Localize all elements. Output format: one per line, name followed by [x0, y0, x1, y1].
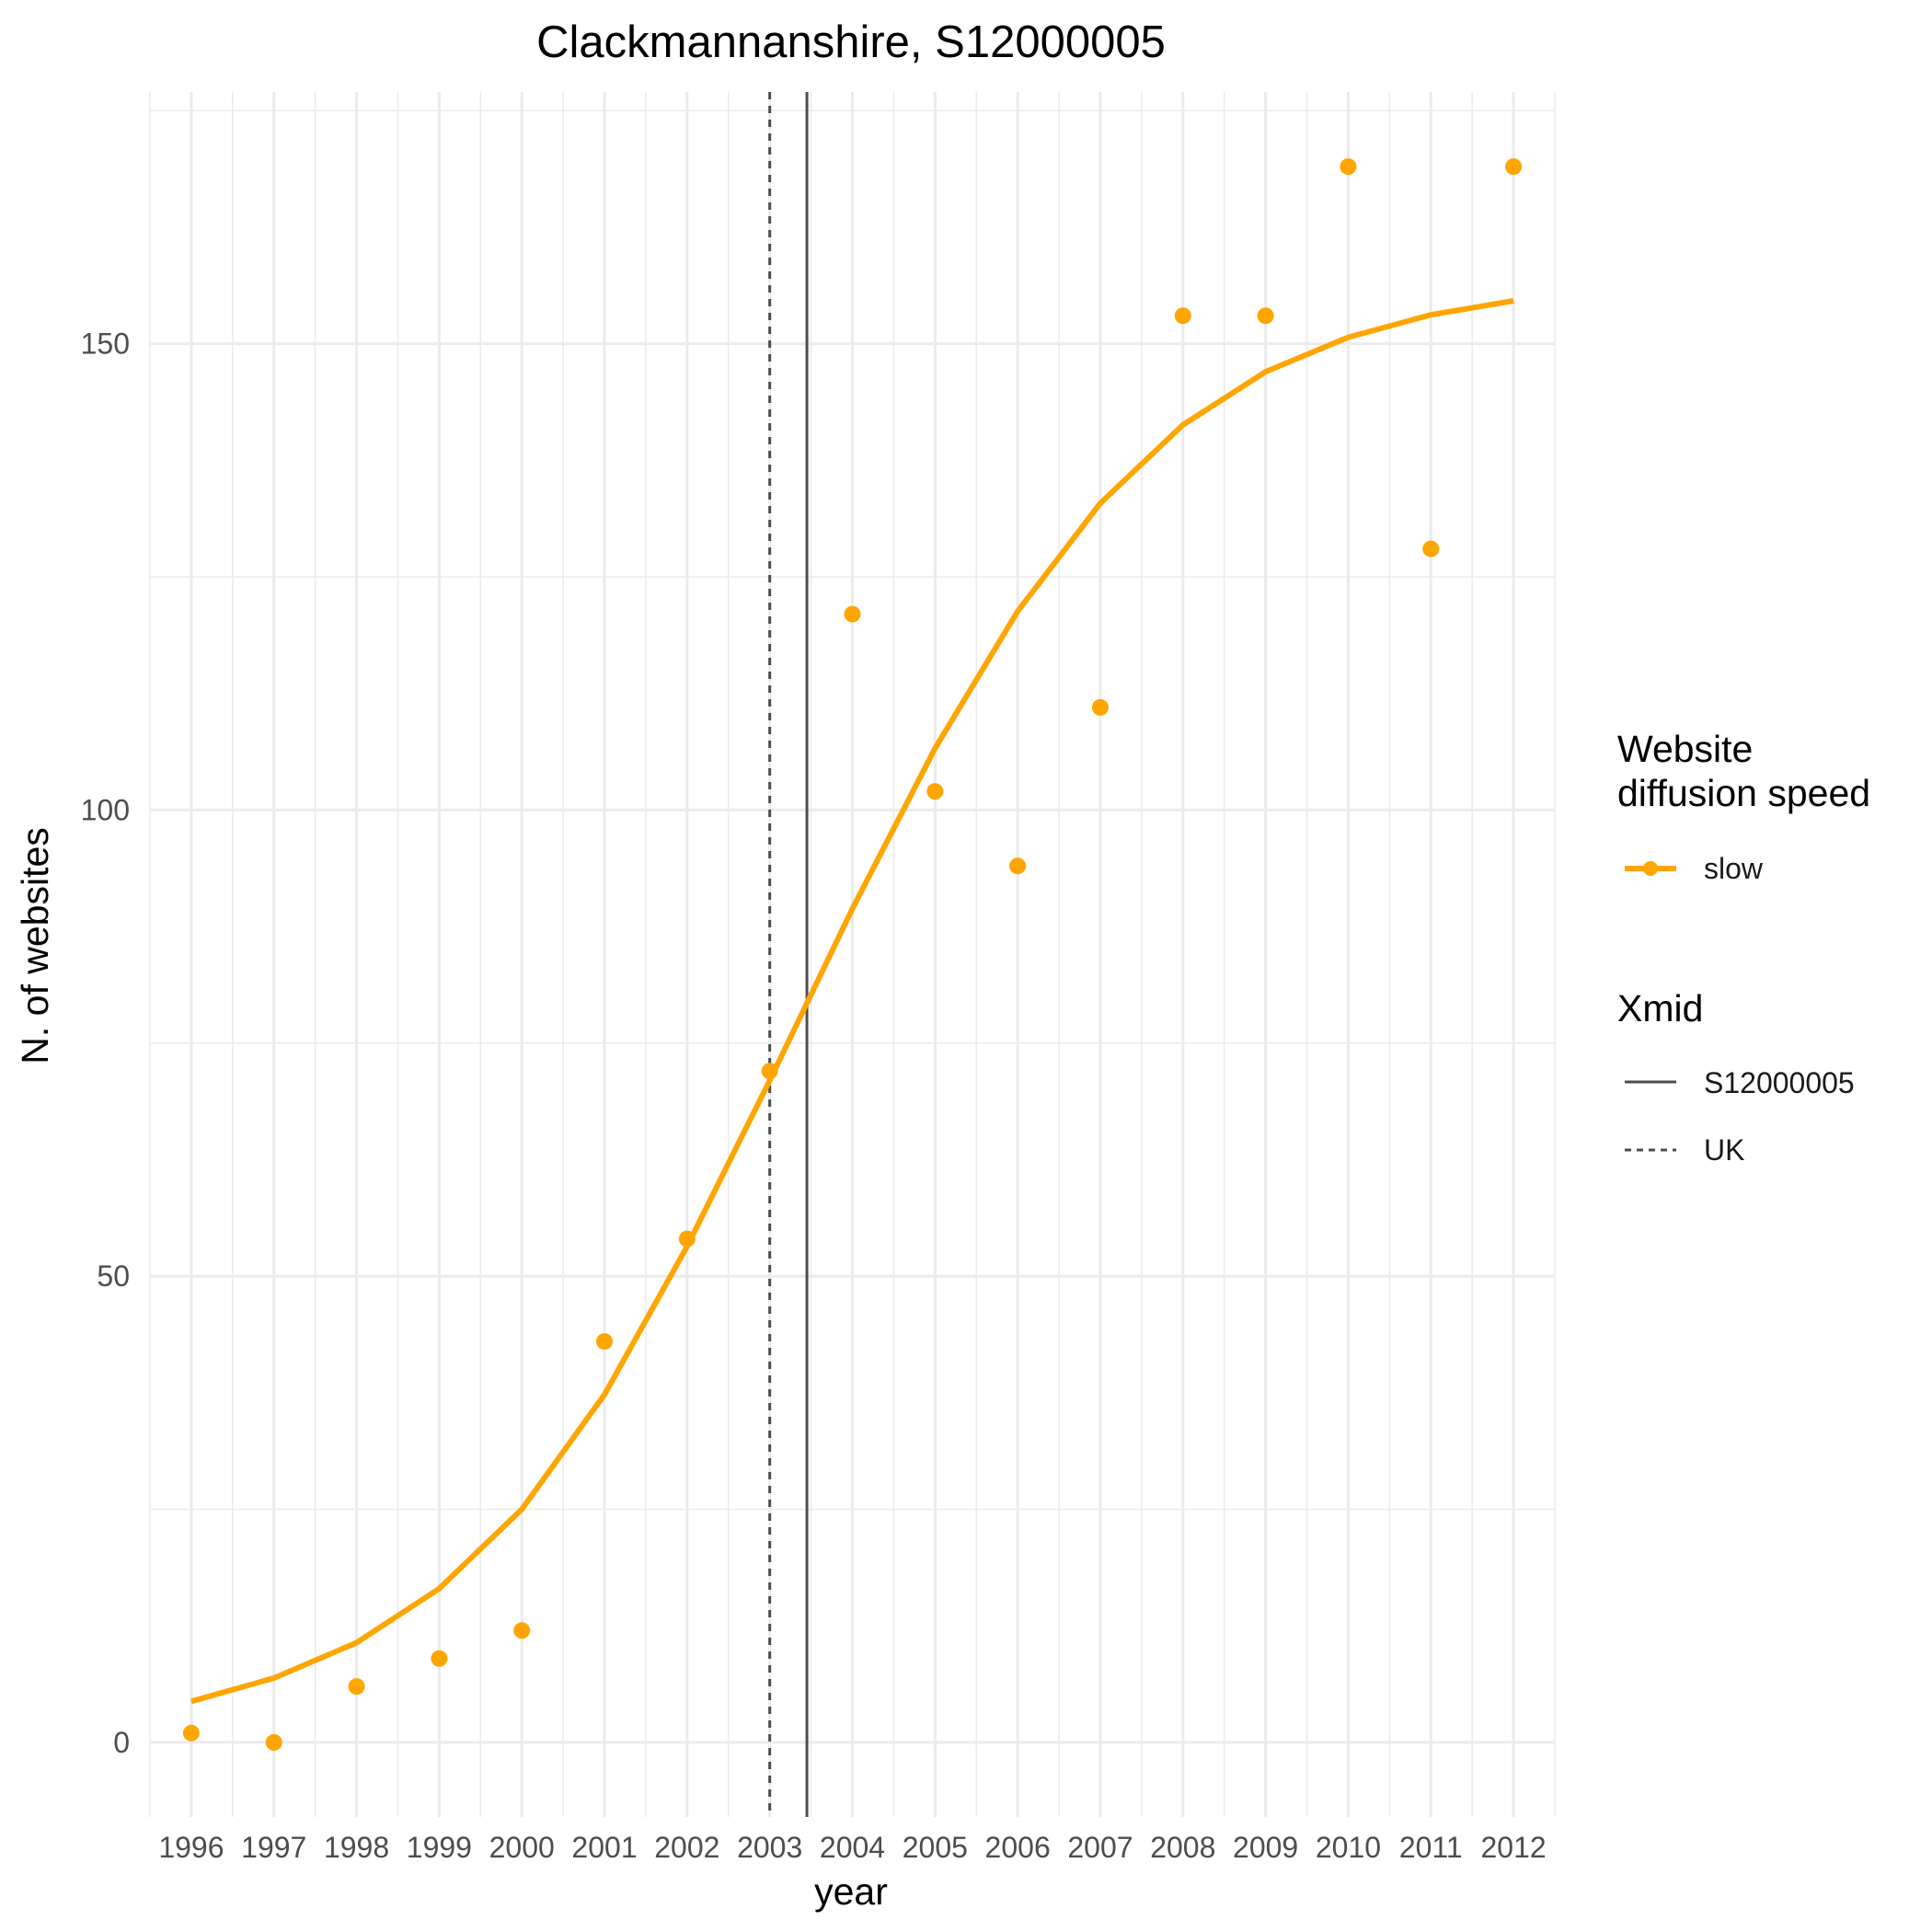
y-tick-label: 150 [81, 328, 130, 361]
y-tick-label: 100 [81, 793, 130, 826]
x-axis-title: year [814, 1870, 888, 1913]
legend-label-slow: slow [1704, 852, 1764, 885]
data-point-2012 [1505, 158, 1523, 176]
y-axis-title: N. of websites [14, 827, 56, 1064]
grid-minor [149, 92, 1556, 1817]
legend-xmid: Xmid S12000005 UK [1617, 987, 1855, 1167]
x-tick-label: 2000 [489, 1831, 555, 1864]
data-point-2002 [678, 1230, 696, 1248]
data-point-2006 [1009, 857, 1027, 875]
fitted-line-slow [190, 298, 1514, 1705]
x-tick-label: 2006 [985, 1831, 1051, 1864]
legend-title-line-1: Website [1617, 728, 1753, 770]
x-tick-label: 2003 [737, 1831, 802, 1864]
x-tick-label: 1997 [241, 1831, 306, 1864]
data-point-2007 [1091, 698, 1109, 716]
reference-lines [768, 92, 809, 1817]
data-point-2004 [844, 605, 861, 623]
x-tick-label: 2009 [1233, 1831, 1298, 1864]
x-tick-label: 1998 [324, 1831, 389, 1864]
x-tick-label: 1999 [407, 1831, 472, 1864]
x-tick-label: 2012 [1480, 1831, 1546, 1864]
points-group [182, 158, 1523, 1751]
data-point-1998 [348, 1678, 365, 1696]
x-tick-label: 2008 [1150, 1831, 1215, 1864]
x-tick-labels: 1996 1997 1998 1999 2000 2001 2002 2003 2004 2005… [158, 1831, 1546, 1864]
data-point-2009 [1257, 307, 1274, 325]
chart-title: Clackmannanshire, S12000005 [536, 17, 1166, 67]
legend-label-uk: UK [1704, 1133, 1744, 1167]
data-point-1999 [431, 1650, 448, 1667]
x-tick-label: 2005 [903, 1831, 968, 1864]
y-tick-label: 0 [113, 1726, 130, 1759]
data-point-2010 [1340, 158, 1357, 176]
x-tick-label: 2010 [1316, 1831, 1381, 1864]
data-point-1996 [182, 1724, 200, 1742]
x-tick-label: 1996 [158, 1831, 224, 1864]
legend-label-s12000005: S12000005 [1704, 1066, 1855, 1099]
data-point-2000 [513, 1622, 531, 1639]
y-tick-labels: 0 50 100 150 [81, 328, 130, 1759]
legend-title-line-2: diffusion speed [1617, 772, 1870, 814]
fitted-line-group [190, 298, 1514, 1705]
x-tick-label: 2002 [654, 1831, 719, 1864]
data-point-2005 [926, 783, 944, 800]
x-tick-label: 2001 [571, 1831, 637, 1864]
x-tick-label: 2007 [1067, 1831, 1133, 1864]
legend-title-xmid: Xmid [1617, 987, 1703, 1029]
data-point-2011 [1422, 540, 1440, 558]
legend-key-slow-point [1643, 861, 1658, 876]
grid-major [150, 92, 1555, 1817]
data-point-2008 [1174, 307, 1191, 325]
data-point-1997 [265, 1733, 282, 1751]
legend-diffusion-speed: Website diffusion speed slow [1617, 728, 1870, 885]
data-point-2001 [596, 1333, 614, 1351]
y-tick-label: 50 [97, 1259, 130, 1293]
data-point-2003 [761, 1063, 778, 1080]
x-tick-label: 2004 [820, 1831, 885, 1864]
x-tick-label: 2011 [1399, 1831, 1463, 1864]
